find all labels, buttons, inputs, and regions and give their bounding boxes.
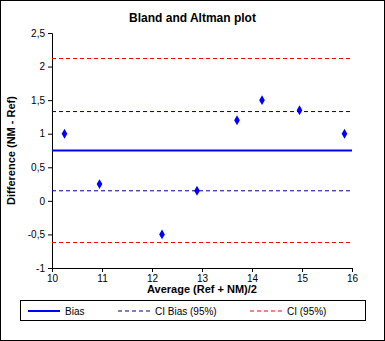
tick-label: -1 [36,263,45,274]
tick-mark [202,268,203,272]
tick-label: 1 [39,128,45,139]
tick-label: 1,5 [31,95,45,106]
tick-mark [102,268,103,272]
y-axis-title: Difference (NM - Ref) [5,96,17,205]
legend-label: CI Bias (95%) [155,306,217,317]
tick: 15 [297,268,309,284]
tick-label: 15 [297,273,309,284]
tick-mark [48,67,52,68]
plot-area [52,59,352,243]
legend-label: CI (95%) [287,306,326,317]
tick: 14 [247,268,259,284]
reference-line [52,150,352,152]
tick-mark [302,268,303,272]
tick: 2,5 [31,28,52,39]
tick: 2 [39,61,52,72]
tick-mark [48,268,52,269]
y-axis: -1 -0,5 0 0,5 1 1,5 2 2,5 [28,28,53,274]
axis-line [53,269,353,273]
reference-line [52,111,352,112]
tick: 0,5 [31,162,52,173]
point [234,115,240,125]
tick: 1,5 [31,95,52,106]
tick-mark [48,33,52,34]
reference-line [52,58,352,59]
legend-swatch [118,311,150,312]
point [297,105,303,115]
tick: 1 [39,128,52,139]
tick-label: -0,5 [28,229,46,240]
tick: 0 [39,196,52,207]
point [342,129,348,139]
legend: Bias CI Bias (95%) CI (95%) [21,301,366,321]
point [97,179,103,189]
point [159,230,165,240]
reference-line [52,242,352,243]
tick-mark [48,134,52,135]
tick-label: 16 [347,273,359,284]
tick-label: 2 [39,61,45,72]
tick-mark [48,100,52,101]
tick-label: 11 [97,273,108,284]
x-axis-title: Average (Ref + NM)/2 [147,283,257,295]
tick: 13 [197,268,209,284]
reference-line [52,190,352,191]
tick-label: 0,5 [31,162,45,173]
tick: -1 [36,263,52,274]
legend-swatch [28,310,60,312]
tick-label: 2,5 [31,28,45,39]
point [259,95,265,105]
tick: 10 [47,268,59,284]
tick-mark [48,201,52,202]
x-axis: 10 11 12 13 14 15 16 [47,268,359,284]
legend-label: Bias [65,306,84,317]
chart-border [1,1,385,341]
tick-label: 10 [47,273,59,284]
tick-mark [252,268,253,272]
point [62,129,68,139]
tick: -0,5 [28,229,52,240]
tick-mark [48,234,52,235]
tick-label: 0 [39,196,45,207]
title: Bland and Altman plot [129,11,256,25]
tick-mark [352,268,353,272]
legend-swatch [250,311,282,312]
tick: 11 [97,268,108,284]
tick-mark [48,167,52,168]
chart: Bland and Altman plot10111213141516-1-0,… [0,0,385,341]
axis-line [48,34,53,269]
legend-box [21,301,366,321]
tick-mark [152,268,153,272]
tick: 12 [147,268,159,284]
tick: 16 [347,268,359,284]
